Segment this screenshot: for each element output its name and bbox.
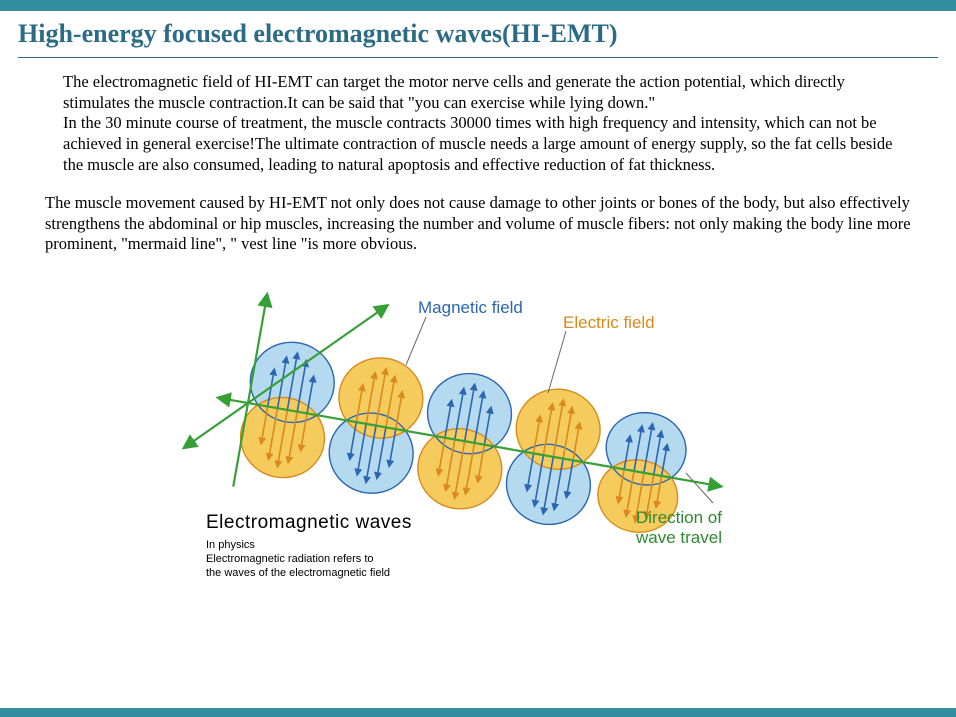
magnetic-label: Magnetic field	[418, 298, 523, 317]
wave-diagram-svg: Magnetic field Electric field Direction …	[158, 273, 798, 593]
page-title: High-energy focused electromagnetic wave…	[18, 19, 938, 49]
paragraph-1: The electromagnetic field of HI-EMT can …	[63, 72, 911, 175]
footer-bar	[0, 708, 956, 717]
diagram-sub2: Electromagnetic radiation refers to	[206, 553, 374, 565]
direction-label-2: wave travel	[635, 528, 722, 547]
diagram-sub1: In physics	[206, 539, 255, 551]
diagram-title: Electromagnetic waves	[206, 512, 412, 533]
paragraph-2: The muscle movement caused by HI-EMT not…	[45, 193, 911, 255]
title-row: High-energy focused electromagnetic wave…	[0, 11, 956, 53]
wave-diagram: Magnetic field Electric field Direction …	[158, 273, 798, 593]
direction-label-1: Direction of	[636, 508, 722, 527]
content-area: The electromagnetic field of HI-EMT can …	[0, 58, 956, 593]
diagram-sub3: the waves of the electromagnetic field	[206, 567, 390, 579]
header-bar	[0, 0, 956, 11]
electric-label: Electric field	[563, 313, 655, 332]
